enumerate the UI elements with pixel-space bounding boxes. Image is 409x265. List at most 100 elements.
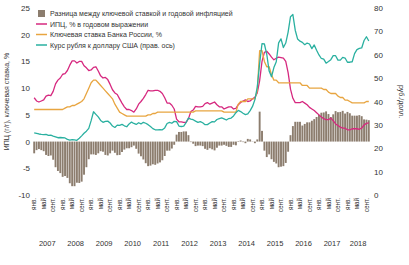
y-tick-label: 20 [21,31,30,40]
bar [173,142,175,145]
bar [40,142,42,151]
x-tick-label: сент. [78,198,85,212]
bar [81,142,83,182]
legend-swatch [38,10,45,17]
bar [190,141,192,143]
x-tick-label: янв. [201,198,208,210]
y2-tick-label: 0 [374,191,379,200]
x-tick-label: май [239,198,246,210]
bar [216,142,218,148]
bar [301,126,303,142]
x-tick-label: янв. [59,198,66,210]
legend-swatch [36,44,47,46]
legend-swatch [36,34,47,36]
x-tick-label: янв. [144,198,151,210]
bar [52,142,54,160]
bar [313,119,315,141]
x-group-label: 2018 [350,239,367,248]
bar [363,119,365,141]
bar [247,139,249,142]
bar [328,114,330,142]
bar [104,142,106,155]
bar [306,122,308,141]
bar [211,142,213,150]
bar [299,122,301,142]
bar [145,142,147,164]
y2-tick-label: 50 [374,74,383,83]
bar [88,142,90,160]
x-tick-label: сент. [192,198,199,212]
bar [202,142,204,147]
y-tick-label: 10 [21,84,30,93]
bar [237,141,239,143]
bar [309,122,311,141]
bar [285,142,287,163]
bar [76,142,78,183]
x-tick-label: май [211,198,218,210]
bar [169,142,171,151]
bar [140,142,142,157]
x-tick-label: май [182,198,189,210]
bar [199,142,201,146]
plot-area [33,15,370,187]
x-tick-label: янв. [116,198,123,210]
x-group-label: 2012 [181,239,198,248]
bar [318,115,320,142]
x-tick-label: янв. [344,198,351,210]
x-tick-label: май [154,198,161,210]
legend-label: ИПЦ, % в годовом выражении [50,21,148,29]
bar [192,142,194,144]
x-group-label: 2009 [96,239,113,248]
bar [261,131,263,142]
bar [62,142,64,177]
bar [128,142,130,149]
x-tick-label: янв. [173,198,180,210]
bar [256,139,258,141]
bar [244,142,246,144]
line-series [34,51,369,116]
chart: -10-5051015202501020304050607080янв.майс… [0,0,409,265]
bar [271,142,273,160]
legend-swatch [36,23,47,25]
x-tick-label: май [268,198,275,210]
bar [33,142,35,154]
bar [259,112,261,142]
bar [178,132,180,142]
bar [74,142,76,187]
bar [185,131,187,141]
bar [109,142,111,154]
y2-tick-label: 10 [374,168,383,177]
bar [97,142,99,154]
bar [66,142,68,178]
bar [225,142,227,146]
bar [50,142,52,156]
bar [85,142,87,168]
y-tick-label: 0 [26,138,31,147]
x-tick-label: май [353,198,360,210]
bar [150,142,152,166]
bar [123,142,125,150]
y2-tick-label: 80 [374,4,383,13]
y2-tick-label: 40 [374,98,383,107]
bar [266,142,268,157]
x-tick-label: сент. [306,198,313,212]
bar [242,141,244,143]
bar [330,117,332,142]
bar [119,142,121,155]
bar [273,142,275,162]
x-tick-label: сент. [220,198,227,212]
bar [154,142,156,165]
bar [249,139,251,141]
x-tick-label: сент. [49,198,56,212]
x-group-label: 2011 [153,239,169,248]
bar [332,114,334,141]
x-tick-label: янв. [287,198,294,210]
bar [292,126,294,141]
bar [43,142,45,152]
x-tick-label: май [97,198,104,210]
x-tick-label: май [68,198,75,210]
bar [344,114,346,142]
bar [304,124,306,142]
bar [152,142,154,165]
x-tick-label: янв. [230,198,237,210]
